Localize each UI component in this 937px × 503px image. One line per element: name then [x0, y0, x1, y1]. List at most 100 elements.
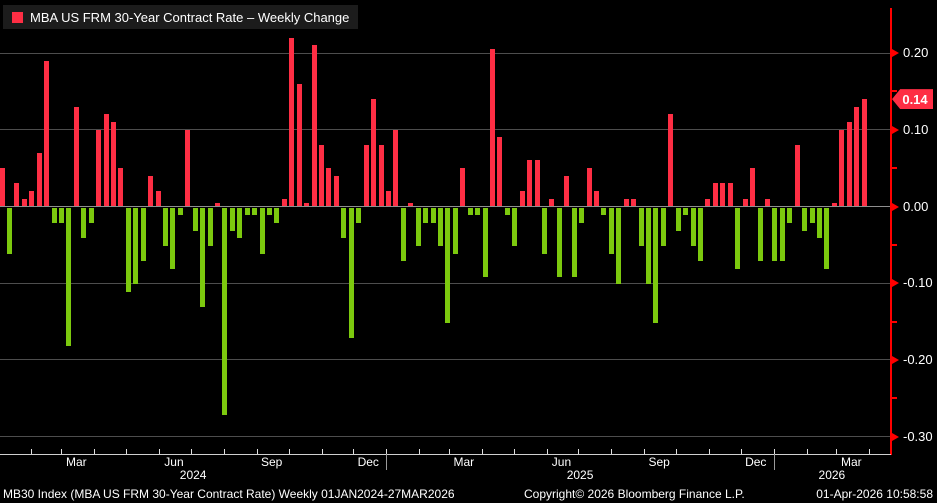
bar-positive — [519, 191, 525, 207]
bar-positive — [371, 99, 377, 207]
legend-swatch-icon — [12, 11, 23, 23]
last-value-tag: 0.14 — [892, 89, 933, 110]
bar-positive — [831, 202, 837, 207]
bar-negative — [244, 207, 250, 216]
bar-positive — [289, 37, 295, 207]
bar-negative — [475, 207, 481, 216]
legend-bar[interactable]: MBA US FRM 30-Year Contract Rate – Weekl… — [3, 5, 359, 29]
month-tick — [126, 449, 128, 454]
bar-negative — [415, 207, 421, 246]
bar-positive — [281, 198, 287, 207]
y-axis-tick-arrow-icon — [892, 49, 899, 58]
month-tick — [419, 449, 421, 454]
bar-negative — [430, 207, 436, 223]
bar-negative — [638, 207, 644, 246]
bar-positive — [497, 137, 503, 207]
bar-positive — [363, 145, 369, 207]
bar-positive — [326, 168, 332, 207]
bar-negative — [660, 207, 666, 246]
year-label: 2024 — [179, 468, 207, 482]
bar-positive — [21, 198, 27, 207]
year-separator — [773, 454, 775, 470]
bar-positive — [14, 183, 20, 207]
bar-negative — [58, 207, 64, 223]
year-label: 2025 — [566, 468, 594, 482]
footer-index-description: MB30 Index (MBA US FRM 30-Year Contract … — [3, 487, 455, 501]
bar-positive — [311, 45, 317, 207]
footer-copyright: Copyright© 2026 Bloomberg Finance L.P. — [524, 487, 745, 501]
bar-positive — [727, 183, 733, 207]
bar-negative — [601, 207, 607, 216]
bar-negative — [6, 207, 12, 254]
month-tick — [386, 449, 388, 454]
month-tick — [288, 449, 290, 454]
month-tick — [159, 449, 161, 454]
x-axis-line — [0, 454, 891, 455]
bar-positive — [36, 152, 42, 207]
year-separator — [386, 454, 388, 470]
month-tick — [61, 449, 63, 454]
month-label: Jun — [551, 455, 572, 469]
bar-positive — [861, 99, 867, 207]
bar-negative — [571, 207, 577, 277]
month-tick — [836, 449, 838, 454]
bar-positive — [720, 183, 726, 207]
bar-negative — [348, 207, 354, 338]
month-tick — [513, 449, 515, 454]
legend-label: MBA US FRM 30-Year Contract Rate – Weekl… — [30, 9, 350, 25]
bar-negative — [207, 207, 213, 246]
y-axis-label: -0.10 — [903, 275, 933, 291]
y-axis-minor-tick — [892, 320, 897, 323]
zero-gridline — [0, 206, 890, 207]
bar-negative — [690, 207, 696, 246]
bar-positive — [712, 183, 718, 207]
month-tick — [578, 449, 580, 454]
bar-negative — [423, 207, 429, 223]
y-axis-minor-tick — [892, 397, 897, 400]
bar-negative — [192, 207, 198, 231]
month-tick — [676, 449, 678, 454]
bar-negative — [252, 207, 258, 216]
bar-positive — [110, 122, 116, 207]
bar-positive — [408, 202, 414, 207]
month-tick — [869, 449, 871, 454]
bar-positive — [96, 129, 102, 207]
bar-positive — [29, 191, 35, 207]
bar-positive — [304, 202, 310, 207]
bar-positive — [385, 191, 391, 207]
month-label: Mar — [840, 455, 862, 469]
month-tick — [709, 449, 711, 454]
bar-positive — [527, 160, 533, 207]
bar-negative — [200, 207, 206, 308]
bar-positive — [215, 202, 220, 207]
bar-negative — [482, 207, 488, 277]
bar-negative — [824, 207, 830, 269]
y-axis-label: -0.20 — [903, 351, 933, 367]
bar-negative — [267, 207, 273, 216]
bar-positive — [393, 129, 399, 207]
bar-positive — [319, 145, 325, 207]
bar-negative — [698, 207, 704, 262]
month-tick — [773, 449, 775, 454]
bar-positive — [489, 49, 495, 207]
bar-negative — [177, 207, 183, 216]
bar-positive — [333, 175, 339, 207]
bar-positive — [0, 168, 5, 207]
month-label: Sep — [648, 455, 670, 469]
bar-negative — [541, 207, 547, 254]
month-label: Jun — [164, 455, 184, 469]
month-tick — [256, 449, 258, 454]
month-tick — [353, 449, 355, 454]
bar-positive — [296, 83, 302, 207]
bar-positive — [794, 145, 800, 207]
bar-positive — [564, 175, 570, 207]
bar-positive — [460, 168, 466, 207]
y-axis-tick-arrow-icon — [892, 355, 899, 364]
bar-negative — [779, 207, 785, 262]
bar-negative — [467, 207, 473, 216]
month-tick — [223, 449, 225, 454]
bar-positive — [668, 114, 674, 207]
month-label: Dec — [357, 455, 379, 469]
y-axis-label: 0.10 — [903, 121, 929, 137]
